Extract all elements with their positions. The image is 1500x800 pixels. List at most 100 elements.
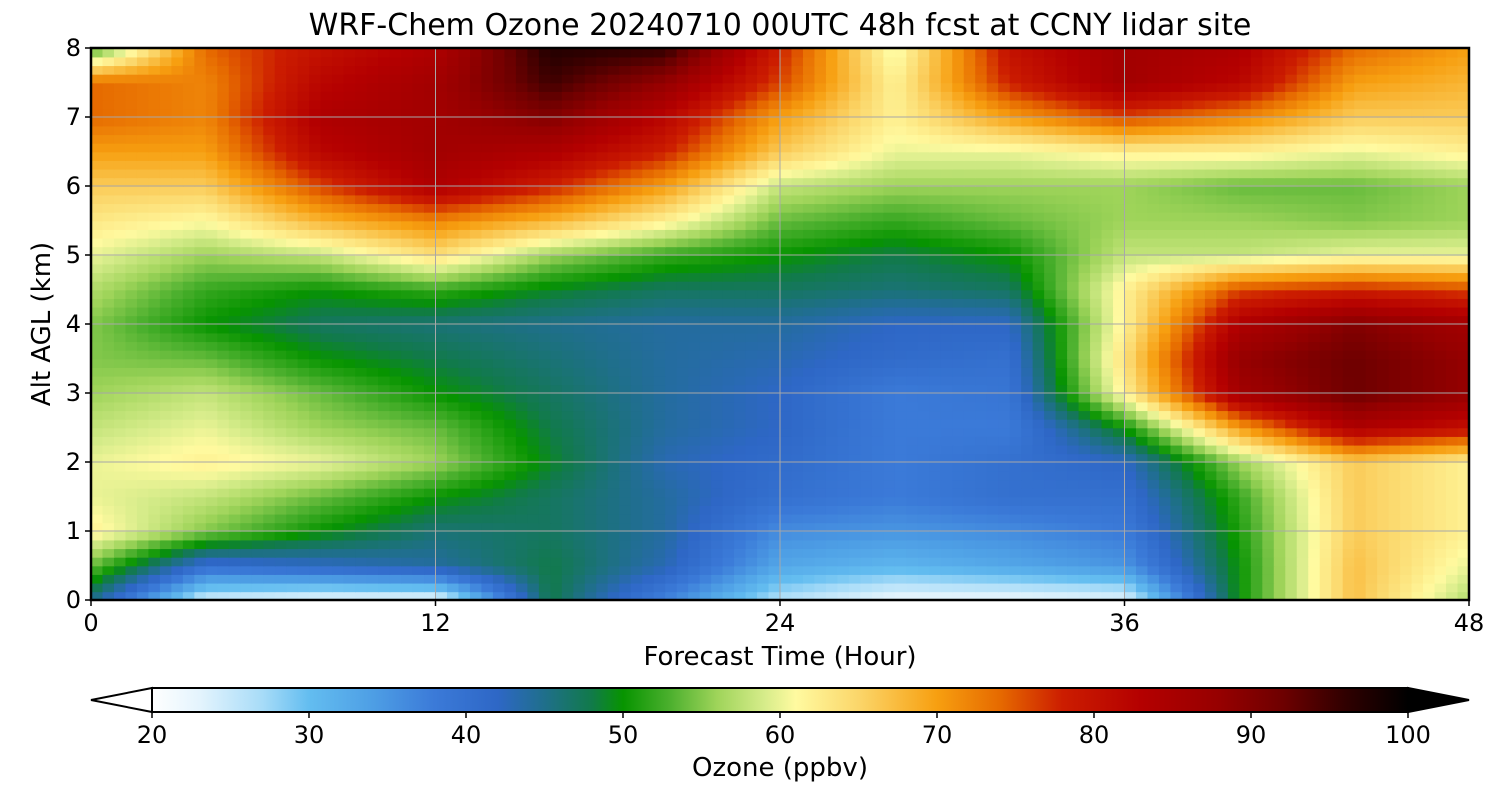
heatmap-cell	[1273, 341, 1287, 351]
heatmap-cell	[1170, 582, 1183, 593]
heatmap-cell	[136, 487, 150, 498]
heatmap-cell	[1216, 453, 1229, 463]
heatmap-cell	[309, 591, 322, 600]
heatmap-cell	[1446, 487, 1459, 498]
heatmap-cell	[286, 505, 299, 515]
heatmap-cell	[1135, 255, 1149, 265]
heatmap-cell	[1434, 574, 1447, 584]
heatmap-cell	[676, 324, 689, 334]
heatmap-cell	[481, 272, 494, 282]
heatmap-cell	[1204, 582, 1218, 593]
heatmap-cell	[975, 522, 988, 532]
heatmap-cell	[1319, 418, 1332, 429]
heatmap-cell	[401, 298, 414, 308]
heatmap-cell	[607, 462, 621, 472]
heatmap-cell	[1193, 298, 1206, 308]
heatmap-cell	[412, 556, 425, 567]
heatmap-cell	[263, 582, 276, 593]
heatmap-cell	[1423, 479, 1436, 489]
heatmap-cell	[148, 237, 161, 248]
heatmap-cell	[1365, 418, 1378, 429]
heatmap-cell	[309, 280, 322, 291]
heatmap-cell	[1434, 487, 1447, 498]
heatmap-cell	[343, 263, 356, 274]
heatmap-cell	[1342, 263, 1355, 274]
heatmap-cell	[320, 341, 333, 351]
heatmap-cell	[389, 410, 402, 420]
heatmap-cell	[642, 444, 655, 455]
heatmap-cell	[1342, 427, 1355, 437]
heatmap-cell	[1354, 462, 1367, 472]
heatmap-cell	[251, 255, 265, 265]
heatmap-cell	[263, 341, 276, 351]
heatmap-cell	[1388, 332, 1401, 343]
heatmap-cell	[1067, 263, 1080, 274]
heatmap-cell	[940, 367, 954, 377]
heatmap-cell	[780, 306, 793, 317]
heatmap-cell	[1078, 436, 1091, 446]
heatmap-cell	[906, 470, 919, 481]
heatmap-cell	[435, 367, 448, 377]
heatmap-cell	[676, 375, 689, 386]
heatmap-cell	[561, 306, 575, 317]
heatmap-cell	[745, 375, 758, 386]
heatmap-cell	[1273, 453, 1287, 463]
heatmap-cell	[446, 470, 460, 481]
heatmap-cell	[1434, 384, 1447, 394]
heatmap-cell	[171, 289, 184, 299]
heatmap-cell	[1400, 324, 1413, 334]
heatmap-cell	[642, 531, 655, 541]
heatmap-cell	[286, 298, 299, 308]
heatmap-cell	[676, 315, 689, 325]
heatmap-cell	[446, 298, 460, 308]
heatmap-cell	[1273, 565, 1287, 575]
heatmap-cell	[1411, 246, 1424, 256]
heatmap-cell	[538, 332, 552, 343]
heatmap-cell	[1078, 375, 1091, 386]
heatmap-cell	[630, 444, 643, 455]
heatmap-cell	[309, 306, 322, 317]
heatmap-cell	[745, 513, 758, 524]
heatmap-cell	[481, 462, 494, 472]
heatmap-cell	[837, 462, 850, 472]
heatmap-cell	[538, 436, 552, 446]
heatmap-cell	[217, 272, 230, 282]
heatmap-cell	[699, 358, 712, 368]
heatmap-cell	[458, 255, 471, 265]
heatmap-cell	[412, 505, 425, 515]
heatmap-cell	[768, 324, 781, 334]
heatmap-cell	[113, 401, 127, 412]
heatmap-cell	[355, 556, 368, 567]
heatmap-cell	[550, 384, 563, 394]
heatmap-cell	[424, 410, 437, 420]
heatmap-cell	[1090, 565, 1103, 575]
heatmap-cell	[780, 513, 793, 524]
heatmap-cell	[1262, 470, 1275, 481]
heatmap-cell	[1090, 462, 1103, 472]
heatmap-cell	[240, 539, 253, 550]
heatmap-cell	[1032, 298, 1045, 308]
heatmap-cell	[642, 436, 655, 446]
heatmap-cell	[734, 513, 747, 524]
heatmap-cell	[297, 444, 310, 455]
heatmap-cell	[1135, 444, 1149, 455]
heatmap-cell	[906, 487, 919, 498]
heatmap-cell	[1124, 462, 1137, 472]
heatmap-cell	[389, 470, 402, 481]
heatmap-cell	[1411, 367, 1424, 377]
heatmap-cell	[757, 289, 770, 299]
heatmap-cell	[952, 255, 965, 265]
heatmap-cell	[1204, 574, 1218, 584]
heatmap-cell	[1204, 522, 1218, 532]
heatmap-cell	[1411, 427, 1424, 437]
heatmap-cell	[1044, 487, 1057, 498]
heatmap-cell	[159, 462, 173, 472]
heatmap-cell	[1158, 556, 1172, 567]
heatmap-cell	[1250, 505, 1264, 515]
heatmap-cell	[791, 263, 804, 274]
heatmap-cell	[894, 591, 908, 600]
heatmap-cell	[251, 332, 265, 343]
heatmap-cell	[274, 453, 288, 463]
heatmap-cell	[1227, 531, 1241, 541]
heatmap-cell	[1423, 289, 1436, 299]
